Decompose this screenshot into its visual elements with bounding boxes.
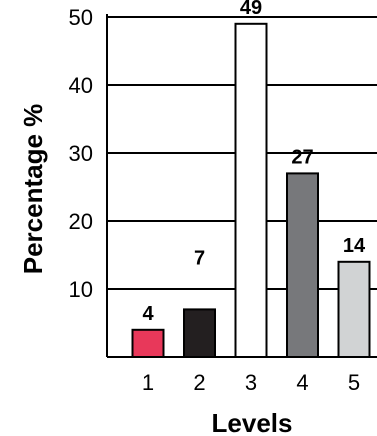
x-tick-label: 2 — [193, 370, 205, 395]
data-label: 14 — [343, 235, 366, 257]
x-tick-label: 3 — [245, 370, 257, 395]
y-tick-label: 50 — [69, 5, 93, 30]
x-tick-labels: 1 2 3 4 5 — [142, 370, 360, 395]
y-tick-label: 30 — [69, 141, 93, 166]
data-label: 49 — [240, 0, 262, 19]
bar — [286, 172, 319, 358]
data-label: 27 — [291, 146, 313, 168]
y-tick-label: 20 — [69, 209, 93, 234]
x-axis-title: Levels — [212, 408, 293, 436]
bar — [234, 22, 268, 359]
bars — [131, 22, 371, 359]
bar — [131, 328, 165, 358]
y-tick-labels: 10 20 30 40 50 — [69, 5, 93, 302]
y-tick-label: 10 — [69, 277, 93, 302]
x-tick-label: 1 — [142, 370, 154, 395]
y-axis-title: Percentage % — [18, 104, 48, 275]
x-tick-label: 4 — [296, 370, 308, 395]
data-labels: 4 7 49 27 14 — [142, 0, 366, 325]
bar — [183, 308, 216, 358]
data-label: 7 — [194, 247, 205, 269]
data-label: 4 — [142, 303, 154, 325]
bar — [337, 260, 371, 358]
y-tick-label: 40 — [69, 73, 93, 98]
x-tick-label: 5 — [348, 370, 360, 395]
